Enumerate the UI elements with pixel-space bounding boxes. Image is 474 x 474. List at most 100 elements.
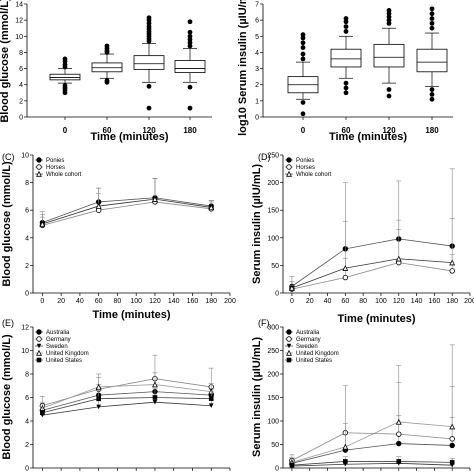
y-tick-label: 150: [267, 208, 279, 215]
series-united-states: [39, 387, 214, 416]
x-axis-title: Time (minutes): [90, 131, 168, 143]
data-point: [449, 460, 455, 465]
legend-label: Sweden: [46, 344, 68, 350]
data-point: [96, 396, 101, 401]
panel-a: 0 2 4 6 8 10 12 14 Blood glucose (mmol/L) 0 60 120 1…: [0, 0, 212, 143]
data-point: [449, 442, 455, 449]
data-point: [342, 443, 349, 450]
y-axis-title: Serum insulin (µIU/mL): [251, 164, 263, 284]
y-tick-label: 6: [19, 66, 23, 73]
box-iqr: [373, 43, 405, 68]
series-united-states: [289, 456, 455, 468]
box-plot: [174, 19, 206, 111]
y-tick-label: 8: [25, 372, 29, 379]
outlier-point: [146, 15, 152, 21]
data-point: [288, 284, 295, 291]
data-point: [396, 459, 402, 464]
box-plot: [287, 32, 319, 117]
outlier-point: [429, 11, 435, 17]
data-point: [395, 255, 402, 262]
legend-marker: [286, 336, 292, 342]
series-line: [42, 397, 212, 414]
outlier-point: [300, 40, 306, 46]
series-ponies: [39, 178, 214, 226]
box-iqr: [174, 60, 206, 74]
y-tick-label: 6: [255, 18, 259, 25]
y-tick-label: 150: [267, 395, 279, 402]
x-tick-label: 200: [224, 298, 236, 305]
legend-marker: [36, 164, 42, 170]
box-plot: [91, 43, 123, 85]
legend-marker: [286, 343, 292, 349]
panel-letter: (F): [258, 318, 270, 328]
panel-letter: (E): [2, 318, 14, 328]
legend-marker: [286, 157, 292, 163]
legend-label: Australia: [296, 330, 320, 336]
x-tick-label: 200: [464, 298, 474, 305]
legend-label: Ponies: [296, 158, 314, 164]
outlier-point: [343, 85, 349, 91]
legend-marker: [286, 329, 292, 335]
outlier-point: [62, 56, 68, 62]
y-tick-label: 2: [25, 263, 29, 270]
outlier-point: [343, 29, 349, 34]
legend-marker: [286, 349, 292, 356]
box-plot: [373, 8, 405, 99]
y-tick-label: 200: [267, 180, 279, 187]
y-tick-label: 300: [267, 325, 279, 332]
x-tick-label: 60: [342, 126, 351, 135]
x-tick-label: 60: [341, 298, 349, 305]
outlier-point: [343, 16, 349, 21]
y-axis-title: Blood glucose (mmol/L): [1, 161, 13, 287]
outlier-point: [187, 19, 193, 25]
y-tick-label: 10: [21, 348, 29, 355]
panel-f: 0 50 100 150 200 250 300 Serum insulin (µIU/mL)…: [251, 318, 471, 473]
data-point: [289, 462, 295, 468]
data-point: [40, 410, 45, 416]
y-tick-label: 4: [19, 82, 23, 89]
legend-marker: [36, 336, 42, 342]
outlier-point: [386, 93, 392, 99]
series-line: [291, 462, 453, 467]
outlier-point: [104, 43, 110, 49]
series-line: [291, 238, 453, 287]
panel-e: 0 2 4 6 8 10 12 Blood glucose (mmol/L) (E) Austra…: [1, 318, 231, 473]
box-plot: [416, 6, 448, 102]
outlier-point: [429, 87, 435, 92]
x-tick-label: 140: [411, 298, 423, 305]
y-tick-label: 200: [267, 372, 279, 379]
outlier-point: [429, 96, 435, 102]
x-tick-label: 0: [40, 298, 44, 305]
box-plot: [133, 15, 165, 111]
y-axis-title: log10 Serum insulin (µIU/mL): [237, 0, 249, 136]
data-point: [343, 459, 348, 464]
data-point: [208, 396, 214, 401]
y-axis-title: Blood glucose (mmol/L): [0, 0, 11, 123]
x-tick-label: 100: [130, 298, 142, 305]
data-point: [208, 204, 215, 211]
y-tick-label: 12: [21, 325, 29, 332]
data-point: [95, 202, 102, 209]
legend-marker: [36, 157, 42, 163]
outlier-point: [146, 83, 152, 89]
outlier-point: [300, 56, 306, 62]
series-united-kingdom: [288, 365, 456, 466]
data-point: [449, 268, 455, 274]
y-tick-label: 3: [255, 66, 259, 73]
data-point: [396, 440, 402, 447]
data-point: [96, 404, 101, 410]
y-tick-label: 4: [25, 419, 29, 426]
series-whole-cohort: [288, 218, 456, 291]
data-point: [95, 383, 102, 390]
outlier-point: [429, 20, 435, 26]
data-point: [208, 403, 214, 409]
legend-label: Whole cohort: [296, 172, 332, 178]
series-australia: [289, 415, 455, 466]
y-tick-label: 14: [15, 2, 23, 9]
outlier-point: [429, 16, 435, 21]
panel-b: 0 1 2 3 4 5 6 7 log10 Serum insulin (µIU/mL) 0 60 1…: [237, 0, 453, 143]
x-tick-label: 120: [142, 126, 156, 135]
